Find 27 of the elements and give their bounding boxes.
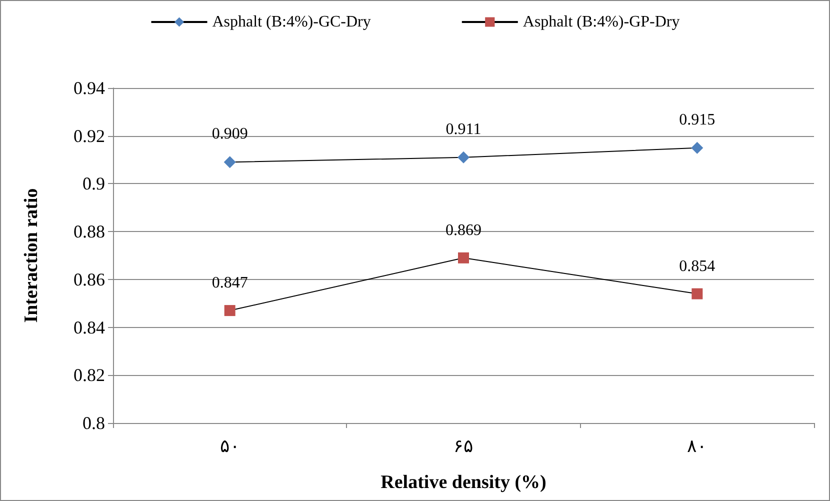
point	[458, 151, 470, 164]
point	[224, 156, 236, 168]
data-label: 0.854	[679, 258, 716, 275]
x-tick-label: ۸۰	[687, 436, 708, 456]
x-tick-label: ۶۵	[454, 436, 474, 456]
legend-label: Asphalt (B:4%)-GP-Dry	[522, 14, 680, 30]
data-label: 0.911	[446, 120, 482, 138]
point	[691, 142, 704, 154]
data-label: 0.915	[679, 111, 716, 128]
y-tick-label: 0.84	[74, 317, 105, 338]
data-label: 0.869	[446, 222, 482, 239]
point	[458, 252, 469, 264]
y-tick-label: 0.86	[74, 269, 105, 290]
data-label: 0.909	[212, 126, 248, 143]
y-axis-title: Interaction ratio	[21, 188, 42, 323]
legend-label: Asphalt (B:4%)-GC-Dry	[212, 14, 371, 30]
y-tick-label: 0.94	[74, 78, 105, 98]
y-tick-label: 0.9	[82, 174, 105, 194]
point	[224, 305, 236, 316]
data-label: 0.847	[212, 274, 248, 292]
y-tick-label: 0.88	[74, 222, 105, 242]
point	[692, 288, 703, 300]
x-tick-label: ۵۰	[220, 436, 240, 456]
x-axis-title: Relative density (%)	[380, 472, 546, 493]
y-tick-label: 0.92	[74, 126, 105, 146]
y-tick-label: 0.82	[74, 365, 105, 386]
y-tick-label: 0.8	[82, 413, 105, 433]
